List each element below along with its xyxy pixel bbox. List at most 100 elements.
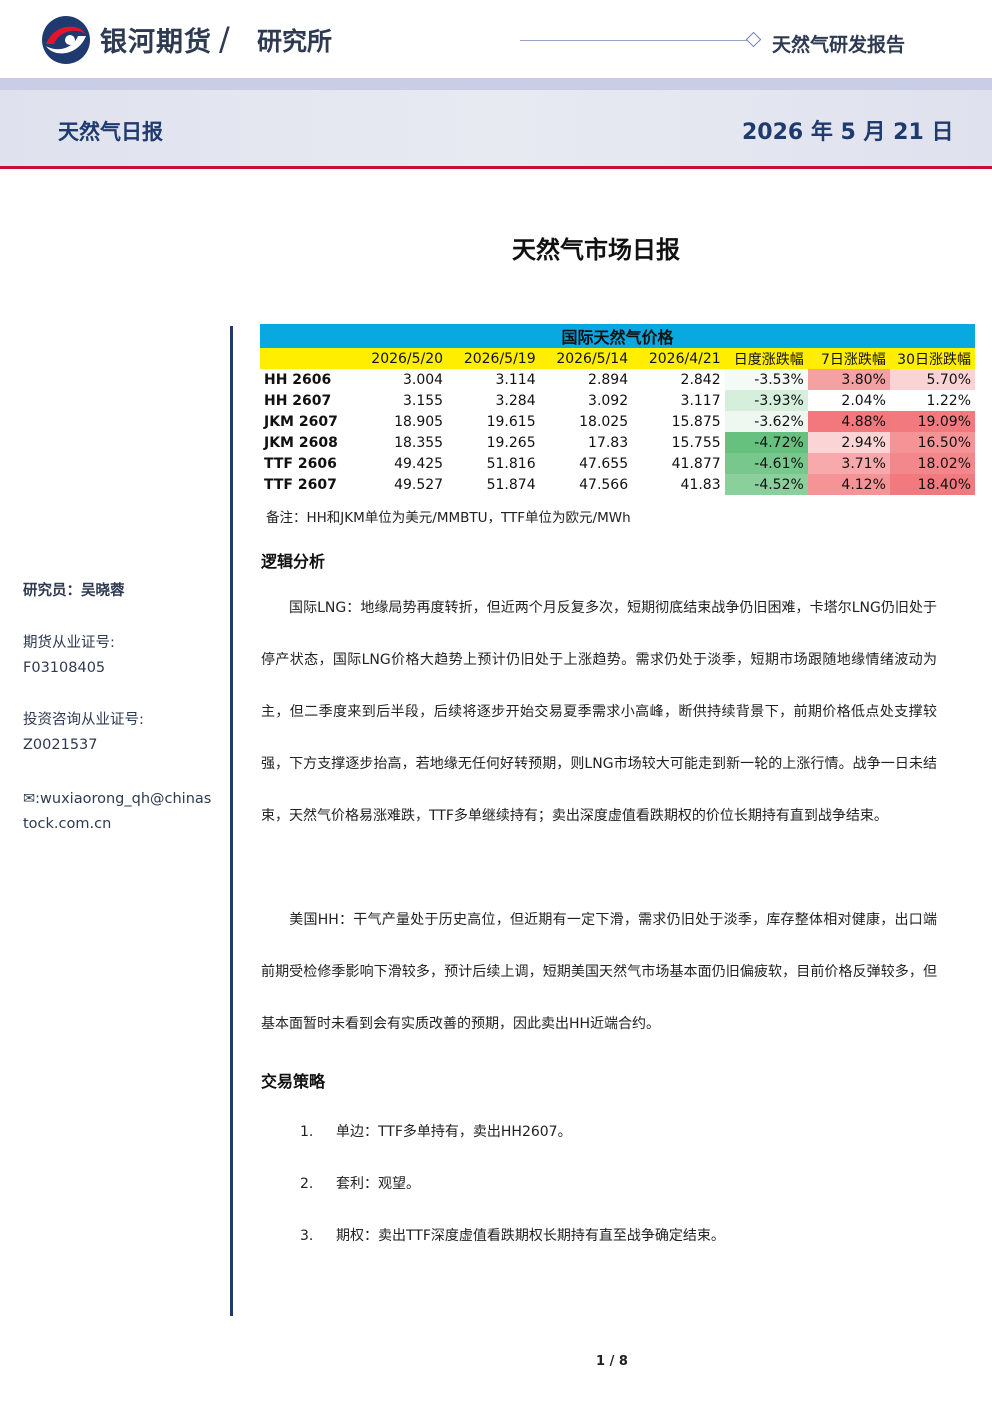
header-divider (520, 40, 755, 41)
galaxy-futures-logo-icon (42, 16, 90, 64)
table-row: TTF 2607 49.527 51.874 47.566 41.83 -4.52% 4.1… (260, 474, 975, 495)
brand-name: 银河期货 (100, 27, 212, 58)
strategy-item-text: 单边：TTF多单持有，卖出HH2607。 (336, 1124, 572, 1140)
table-cell: 51.816 (486, 455, 536, 472)
strategy-item: 2. 套利：观望。 (300, 1173, 420, 1193)
table-cell: -3.93% (724, 390, 808, 411)
table-cell: 49.527 (394, 476, 444, 493)
department-name: 研究所 (257, 27, 333, 56)
table-row: HH 2607 3.155 3.284 3.092 3.117 -3.93% 2.04% 1.… (260, 390, 975, 411)
table-cell: 4.12% (807, 474, 890, 495)
table-cell: 18.025 (579, 413, 629, 430)
email-line-1[interactable]: ✉:wuxiaorong_qh@chinas (23, 791, 212, 807)
logic-section-title: 逻辑分析 (261, 552, 326, 571)
table-cell: 3.284 (495, 392, 536, 409)
table-cell: 18.905 (394, 413, 444, 430)
table-cell: 16.50% (889, 432, 975, 453)
table-cell: 17.83 (588, 434, 629, 451)
table-cell: 18.40% (889, 474, 975, 495)
strategy-item-number: 2. (300, 1176, 314, 1192)
report-date: 2026 年 5 月 21 日 (742, 120, 954, 145)
table-cell: 3.114 (495, 371, 536, 388)
page-title: 天然气市场日报 (512, 236, 680, 264)
license-label: 期货从业证号: (23, 635, 115, 651)
header-cell: 30日涨跌幅 (889, 348, 975, 369)
sidebar-divider (230, 326, 233, 1316)
table-cell: 47.655 (579, 455, 629, 472)
table-cell: 19.09% (889, 411, 975, 432)
table-cell: -4.52% (724, 474, 808, 495)
header-cell: 2026/4/21 (632, 348, 725, 369)
license-value: F03108405 (23, 660, 106, 676)
consult-value: Z0021537 (23, 737, 98, 753)
header-cell: 2026/5/14 (539, 348, 633, 369)
table-cell: 4.88% (807, 411, 890, 432)
contract-name-cell: TTF 2607 (264, 476, 337, 493)
table-cell: 2.04% (807, 390, 890, 411)
table-cell: 19.265 (486, 434, 536, 451)
table-cell: -4.61% (724, 453, 808, 474)
analyst-name: 研究员：吴晓蓉 (23, 583, 125, 599)
contract-name-cell: HH 2607 (264, 392, 332, 409)
header-cell (260, 348, 356, 369)
table-body: HH 2606 3.004 3.114 2.894 2.842 -3.53% 3.80% 5.… (260, 369, 975, 495)
table-cell: 51.874 (486, 476, 536, 493)
logic-paragraph-lng: 国际LNG：地缘局势再度转折，但近两个月反复多次，短期彻底结束战争仍旧困难，卡塔… (261, 582, 937, 842)
strategy-item-number: 3. (300, 1228, 314, 1244)
strategy-item-number: 1. (300, 1124, 314, 1140)
table-cell: 5.70% (889, 369, 975, 390)
strategy-item: 1. 单边：TTF多单持有，卖出HH2607。 (300, 1121, 572, 1141)
table-cell: 2.894 (588, 371, 629, 388)
table-cell: 3.117 (680, 392, 721, 409)
email-line-2[interactable]: tock.com.cn (23, 816, 112, 832)
contract-name-cell: TTF 2606 (264, 455, 337, 472)
table-cell: 2.94% (807, 432, 890, 453)
top-header (0, 0, 992, 78)
table-cell: 49.425 (394, 455, 444, 472)
table-title: 国际天然气价格 (260, 324, 975, 348)
table-cell: 41.877 (671, 455, 721, 472)
table-cell: 41.83 (680, 476, 721, 493)
table-note: 备注：HH和JKM单位为美元/MMBTU，TTF单位为欧元/MWh (266, 510, 631, 526)
header-cell: 7日涨跌幅 (807, 348, 890, 369)
table-cell: 3.71% (807, 453, 890, 474)
table-cell: 15.875 (671, 413, 721, 430)
table-title-row: 国际天然气价格 (260, 324, 975, 348)
table-cell: 2.842 (680, 371, 721, 388)
table-row: TTF 2606 49.425 51.816 47.655 41.877 -4.61% 3.… (260, 453, 975, 474)
table-row: HH 2606 3.004 3.114 2.894 2.842 -3.53% 3.80% 5.… (260, 369, 975, 390)
table-row: JKM 2607 18.905 19.615 18.025 15.875 -3.62% 4.… (260, 411, 975, 432)
table-cell: -4.72% (724, 432, 808, 453)
table-header-row: 2026/5/20 2026/5/19 2026/5/14 2026/4/21 … (260, 348, 975, 369)
band-title: 天然气日报 (58, 120, 163, 144)
table-cell: 18.02% (889, 453, 975, 474)
strategy-item-text: 套利：观望。 (336, 1176, 420, 1192)
header-red-rule (0, 166, 992, 169)
table-cell: -3.62% (724, 411, 808, 432)
strategy-section-title: 交易策略 (261, 1072, 326, 1091)
table-cell: 3.155 (403, 392, 444, 409)
header-strip (0, 78, 992, 90)
table-row: JKM 2608 18.355 19.265 17.83 15.755 -4.72% 2.9… (260, 432, 975, 453)
header-cell: 2026/5/19 (447, 348, 540, 369)
table-cell: 19.615 (486, 413, 536, 430)
page-number: 1 / 8 (596, 1354, 628, 1369)
table-cell: 1.22% (889, 390, 975, 411)
table-cell: 3.092 (588, 392, 629, 409)
strategy-item: 3. 期权：卖出TTF深度虚值看跌期权长期持有直至战争确定结束。 (300, 1225, 725, 1245)
strategy-item-text: 期权：卖出TTF深度虚值看跌期权长期持有直至战争确定结束。 (336, 1228, 725, 1244)
consult-label: 投资咨询从业证号: (23, 712, 144, 728)
table-cell: 3.004 (403, 371, 444, 388)
header-cell: 2026/5/20 (355, 348, 448, 369)
table-cell: 47.566 (579, 476, 629, 493)
logic-paragraph-lng-text: 国际LNG：地缘局势再度转折，但近两个月反复多次，短期彻底结束战争仍旧困难，卡塔… (261, 600, 937, 824)
table-cell: 18.355 (394, 434, 444, 451)
title-band (0, 90, 992, 166)
logic-paragraph-hh-text: 美国HH：干气产量处于历史高位，但近期有一定下滑，需求仍旧处于淡季，库存整体相对… (261, 912, 937, 1032)
price-table: 国际天然气价格 2026/5/20 2026/5/19 2026/5/14 20… (260, 324, 975, 495)
report-type: 天然气研发报告 (772, 34, 906, 56)
logic-paragraph-hh: 美国HH：干气产量处于历史高位，但近期有一定下滑，需求仍旧处于淡季，库存整体相对… (261, 894, 937, 1050)
contract-name-cell: HH 2606 (264, 371, 332, 388)
table-cell: 3.80% (807, 369, 890, 390)
table-cell: -3.53% (724, 369, 808, 390)
